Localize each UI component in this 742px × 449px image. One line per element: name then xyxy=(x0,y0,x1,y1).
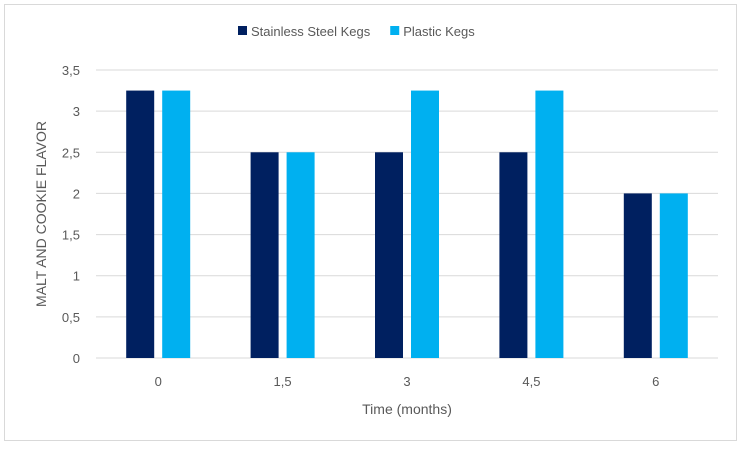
y-tick-label: 2,5 xyxy=(62,145,80,160)
legend-label: Stainless Steel Kegs xyxy=(251,24,371,39)
x-tick-label: 4,5 xyxy=(522,374,540,389)
bar-plastic xyxy=(411,90,439,359)
x-tick-label: 6 xyxy=(652,374,659,389)
bar-stainless xyxy=(375,152,403,358)
x-tick-label: 1,5 xyxy=(274,374,292,389)
bar-stainless xyxy=(126,90,155,359)
bar-stainless xyxy=(250,152,279,358)
y-tick-label: 1 xyxy=(73,269,80,284)
bar-plastic xyxy=(659,193,688,358)
legend-swatch xyxy=(238,26,247,35)
y-tick-label: 1,5 xyxy=(62,228,80,243)
y-tick-label: 3,5 xyxy=(62,63,80,78)
y-tick-label: 2 xyxy=(73,186,80,201)
x-axis-title: Time (months) xyxy=(362,401,452,417)
legend-swatch xyxy=(390,26,400,35)
bar-stainless xyxy=(623,193,652,358)
y-axis-title: MALT AND COOKIE FLAVOR xyxy=(33,121,49,307)
x-tick-label: 3 xyxy=(403,374,410,389)
bar-plastic xyxy=(535,90,564,359)
y-tick-label: 0,5 xyxy=(62,310,80,325)
bar-stainless xyxy=(499,152,528,358)
y-tick-label: 0 xyxy=(73,351,80,366)
bar-plastic xyxy=(162,90,191,359)
bar-plastic xyxy=(286,152,315,358)
y-tick-label: 3 xyxy=(73,104,80,119)
chart-frame xyxy=(4,4,737,441)
legend-label: Plastic Kegs xyxy=(403,24,475,39)
x-tick-label: 0 xyxy=(155,374,162,389)
